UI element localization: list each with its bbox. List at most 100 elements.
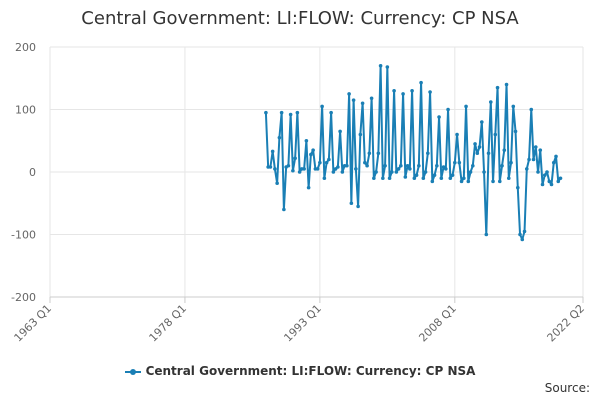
data-point[interactable] (403, 175, 408, 179)
data-point[interactable] (354, 167, 358, 171)
data-point[interactable] (268, 165, 273, 169)
data-point[interactable] (430, 179, 435, 184)
data-point[interactable] (336, 165, 340, 169)
data-point[interactable] (288, 112, 293, 117)
data-point[interactable] (502, 148, 507, 152)
data-point[interactable] (279, 110, 284, 115)
data-point[interactable] (491, 179, 495, 184)
data-point[interactable] (488, 100, 493, 104)
data-point[interactable] (540, 182, 545, 187)
data-point[interactable] (376, 151, 381, 156)
data-point[interactable] (394, 170, 399, 174)
data-point[interactable] (518, 232, 522, 237)
data-point[interactable] (396, 167, 401, 171)
data-point[interactable] (297, 170, 302, 174)
data-point[interactable] (497, 179, 502, 184)
data-point[interactable] (421, 176, 426, 181)
data-point[interactable] (320, 104, 324, 109)
data-point[interactable] (473, 142, 477, 146)
data-point[interactable] (369, 96, 374, 101)
data-point[interactable] (426, 151, 430, 156)
data-point[interactable] (419, 80, 423, 85)
data-point[interactable] (291, 168, 295, 173)
data-point[interactable] (286, 163, 291, 168)
data-point[interactable] (531, 157, 536, 162)
data-point[interactable] (351, 98, 356, 102)
data-point[interactable] (367, 151, 372, 156)
data-point[interactable] (504, 82, 509, 87)
data-point[interactable] (390, 170, 394, 174)
data-point[interactable] (322, 176, 327, 181)
data-point[interactable] (437, 115, 441, 119)
data-point[interactable] (444, 167, 448, 171)
data-point[interactable] (410, 88, 414, 93)
data-point[interactable] (515, 185, 520, 190)
data-point[interactable] (538, 148, 543, 152)
data-point[interactable] (500, 163, 504, 168)
data-point[interactable] (482, 170, 486, 174)
data-point[interactable] (392, 88, 396, 93)
data-point[interactable] (315, 167, 320, 171)
data-point[interactable] (412, 176, 417, 181)
data-point[interactable] (446, 107, 450, 112)
data-point[interactable] (340, 170, 345, 174)
data-point[interactable] (455, 132, 459, 137)
data-point[interactable] (329, 110, 333, 115)
data-point[interactable] (439, 176, 444, 181)
data-point[interactable] (349, 201, 354, 206)
data-point[interactable] (520, 237, 525, 242)
data-point[interactable] (277, 135, 282, 140)
data-point[interactable] (457, 160, 462, 165)
data-point[interactable] (513, 129, 518, 134)
data-point[interactable] (378, 63, 383, 68)
data-point[interactable] (273, 167, 277, 171)
data-point[interactable] (477, 145, 482, 149)
data-point[interactable] (475, 151, 480, 156)
data-point[interactable] (506, 176, 511, 181)
data-point[interactable] (304, 138, 309, 143)
data-point[interactable] (417, 163, 421, 168)
data-point[interactable] (547, 179, 552, 184)
data-point[interactable] (551, 160, 556, 165)
data-point[interactable] (356, 204, 360, 209)
data-point[interactable] (324, 160, 329, 165)
data-point[interactable] (464, 104, 468, 109)
data-point[interactable] (471, 163, 475, 168)
data-point[interactable] (450, 173, 455, 177)
data-point[interactable] (387, 176, 392, 181)
data-point[interactable] (270, 149, 275, 154)
data-point[interactable] (414, 173, 419, 177)
data-point[interactable] (509, 160, 513, 165)
data-point[interactable] (306, 185, 311, 190)
data-point[interactable] (495, 85, 500, 90)
data-point[interactable] (264, 110, 268, 115)
data-point[interactable] (401, 92, 405, 96)
data-point[interactable] (360, 101, 365, 106)
data-point[interactable] (347, 92, 351, 96)
data-point[interactable] (493, 132, 498, 137)
data-point[interactable] (383, 163, 387, 168)
data-point[interactable] (282, 207, 286, 212)
data-point[interactable] (338, 129, 342, 134)
data-point[interactable] (522, 229, 527, 234)
data-point[interactable] (295, 110, 300, 115)
data-point[interactable] (365, 163, 369, 168)
data-point[interactable] (275, 181, 279, 186)
data-point[interactable] (358, 132, 363, 137)
data-point[interactable] (345, 163, 349, 168)
data-point[interactable] (408, 167, 412, 171)
data-point[interactable] (459, 179, 464, 184)
data-point[interactable] (556, 179, 561, 184)
data-point[interactable] (448, 176, 453, 181)
data-point[interactable] (527, 157, 531, 162)
data-point[interactable] (468, 170, 473, 174)
data-point[interactable] (480, 120, 484, 124)
data-point[interactable] (432, 173, 437, 177)
data-point[interactable] (511, 104, 516, 109)
data-point[interactable] (428, 90, 432, 94)
data-point[interactable] (554, 154, 558, 159)
data-point[interactable] (372, 176, 376, 181)
data-point[interactable] (453, 160, 457, 165)
data-point[interactable] (363, 160, 367, 165)
data-point[interactable] (374, 170, 378, 174)
